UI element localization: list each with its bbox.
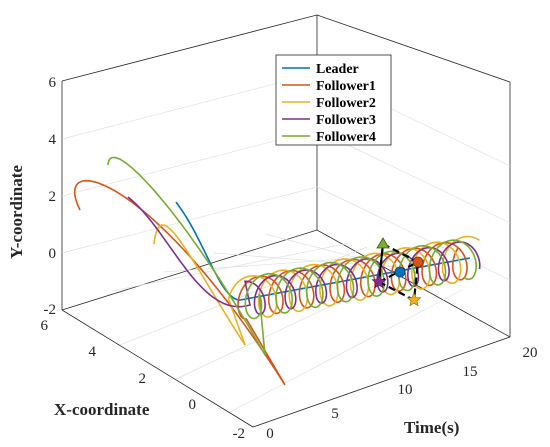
legend-label: Leader <box>316 62 359 77</box>
x-tick-label: 4 <box>89 344 97 360</box>
t-tick-label: 10 <box>398 382 413 398</box>
follower4-marker <box>376 237 390 249</box>
x-tick-label: 2 <box>139 371 147 387</box>
y-tick-label: 2 <box>49 189 57 205</box>
formation-polygon <box>371 237 424 307</box>
series-line <box>73 179 468 386</box>
t-tick-label: 0 <box>266 426 274 442</box>
legend: Leader Follower1 Follower2 Follower3 Followe… <box>275 54 392 146</box>
x-axis-label: X-coordinate <box>54 400 150 419</box>
legend-label: Follower3 <box>316 113 376 128</box>
formation-diagonal <box>378 261 419 283</box>
y-ticks: -2 0 2 4 6 <box>44 75 57 318</box>
y-tick-label: 4 <box>49 132 57 148</box>
y-tick-label: -2 <box>44 302 57 318</box>
series-line <box>107 156 478 356</box>
legend-label: Follower1 <box>316 79 376 94</box>
y-axis-label: Y-coordinate <box>7 165 26 259</box>
t-axis-label: Time(s) <box>404 418 459 437</box>
back-box <box>61 14 511 428</box>
series-lines <box>73 156 481 386</box>
series-line <box>175 201 471 301</box>
t-tick-label: 15 <box>463 364 478 380</box>
t-tick-label: 20 <box>523 345 538 361</box>
leader-marker <box>394 266 406 278</box>
x-tick-label: 0 <box>189 397 197 413</box>
legend-label: Follower2 <box>316 96 376 111</box>
follower3-marker <box>371 274 387 289</box>
y-tick-label: 6 <box>49 75 57 91</box>
legend-box <box>275 54 392 146</box>
x-ticks: -2 0 2 4 6 <box>41 318 246 442</box>
follower2-marker <box>406 292 422 307</box>
t-tick-label: 5 <box>331 406 339 422</box>
series-line <box>153 224 480 346</box>
x-tick-label: 6 <box>41 318 49 334</box>
formation-edge <box>378 243 384 283</box>
y-tick-label: 0 <box>49 246 57 262</box>
x-tick-label: -2 <box>233 426 246 442</box>
t-ticks: 0 5 10 15 20 <box>266 345 537 442</box>
legend-label: Follower4 <box>316 130 376 145</box>
follower1-marker <box>412 256 424 268</box>
series-line <box>127 196 481 316</box>
